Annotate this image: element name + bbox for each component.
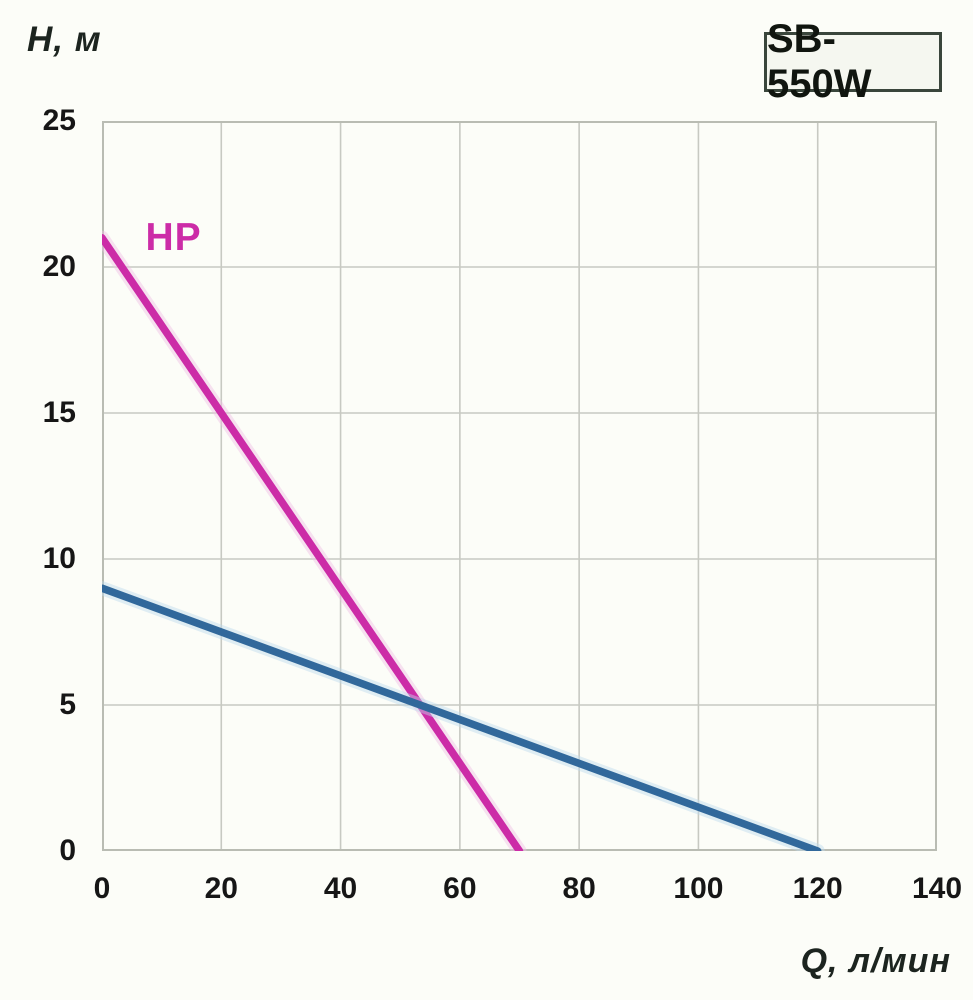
x-tick-label: 20	[204, 872, 238, 905]
y-axis-title: H, м	[27, 20, 102, 59]
x-tick-label: 120	[792, 872, 843, 905]
model-badge: SB-550W	[764, 17, 942, 106]
y-tick-label: 10	[42, 542, 76, 575]
series-line-HP	[102, 234, 524, 851]
x-axis-title: Q, л/мин	[800, 942, 951, 980]
series-line-head-flow-curve	[102, 584, 822, 851]
x-tick-label: 0	[93, 872, 111, 905]
x-tick-label: 40	[323, 872, 358, 905]
x-tick-label: 80	[562, 872, 596, 905]
y-tick-label: 25	[42, 104, 76, 137]
x-tick-label: 100	[673, 872, 724, 905]
y-tick-label: 0	[59, 834, 76, 867]
y-tick-label: 20	[42, 250, 76, 283]
series-label-hp: HP	[145, 215, 202, 259]
y-tick-label: 5	[59, 688, 76, 721]
x-tick-label: 140	[911, 872, 963, 905]
x-tick-label: 60	[443, 872, 477, 905]
y-tick-label: 15	[42, 396, 76, 429]
model-badge-label: SB-550W	[767, 17, 872, 106]
plot-area	[102, 121, 937, 851]
